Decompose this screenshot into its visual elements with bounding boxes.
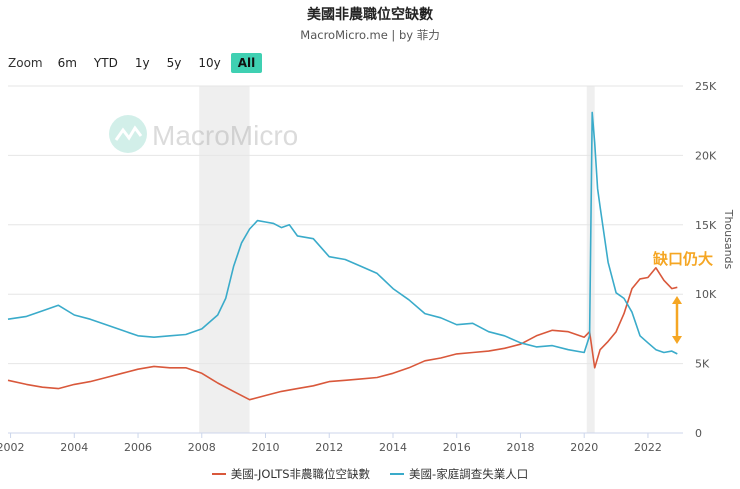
zoom-6m-button[interactable]: 6m <box>57 56 77 70</box>
watermark-group: MacroMicro <box>109 115 298 153</box>
x-tick-label: 2018 <box>506 441 534 454</box>
zoom-ytd-button[interactable]: YTD <box>93 56 118 70</box>
y-tick-label: 25K <box>695 80 717 93</box>
x-tick-label: 2004 <box>60 441 88 454</box>
y-tick-label: 15K <box>695 219 717 232</box>
x-tick-label: 2006 <box>124 441 152 454</box>
legend: 美國-JOLTS非農職位空缺數 美國-家庭調查失業人口 <box>0 466 740 482</box>
x-tick-label: 2010 <box>252 441 280 454</box>
x-tick-label: 2020 <box>570 441 598 454</box>
chart-subtitle: MacroMicro.me | by 菲力 <box>300 28 440 42</box>
series-line-0 <box>7 266 678 401</box>
zoom-5y-button[interactable]: 5y <box>166 56 182 70</box>
legend-item-jolts[interactable]: 美國-JOLTS非農職位空缺數 <box>211 466 371 482</box>
zoom-1y-button[interactable]: 1y <box>134 56 150 70</box>
zoom-all-button[interactable]: All <box>230 53 263 73</box>
legend-swatch-jolts <box>211 473 226 475</box>
gap-arrow-head-up <box>672 296 682 304</box>
chart-title: 美國非農職位空缺數 <box>307 7 433 23</box>
watermark-logo-icon <box>109 115 147 153</box>
legend-swatch-unemployed <box>390 473 405 475</box>
gap-annotation-label: 缺口仍大 <box>652 250 713 268</box>
y-tick-label: 0 <box>695 427 702 440</box>
x-tick-label: 2016 <box>443 441 471 454</box>
watermark-text: MacroMicro <box>152 120 298 151</box>
series-line-1 <box>7 111 678 355</box>
x-tick-label: 2022 <box>634 441 662 454</box>
gap-arrow-head-down <box>672 336 682 344</box>
x-tick-label: 2002 <box>0 441 25 454</box>
legend-label-unemployed: 美國-家庭調查失業人口 <box>409 467 529 481</box>
legend-label-jolts: 美國-JOLTS非農職位空缺數 <box>230 467 371 481</box>
zoom-bar: Zoom 6m YTD 1y 5y 10y All <box>8 52 265 74</box>
y-tick-label: 20K <box>695 149 717 162</box>
x-tick-label: 2014 <box>379 441 407 454</box>
zoom-10y-button[interactable]: 10y <box>198 56 221 70</box>
y-axis-title: Thousands <box>722 209 735 270</box>
x-tick-label: 2008 <box>188 441 216 454</box>
x-tick-label: 2012 <box>315 441 343 454</box>
legend-item-unemployed[interactable]: 美國-家庭調查失業人口 <box>390 466 528 482</box>
y-tick-label: 5K <box>695 358 710 371</box>
watermark-logo-mark <box>114 125 143 141</box>
recession-band-0 <box>199 86 250 433</box>
y-tick-label: 10K <box>695 288 717 301</box>
zoom-label: Zoom <box>8 56 43 70</box>
